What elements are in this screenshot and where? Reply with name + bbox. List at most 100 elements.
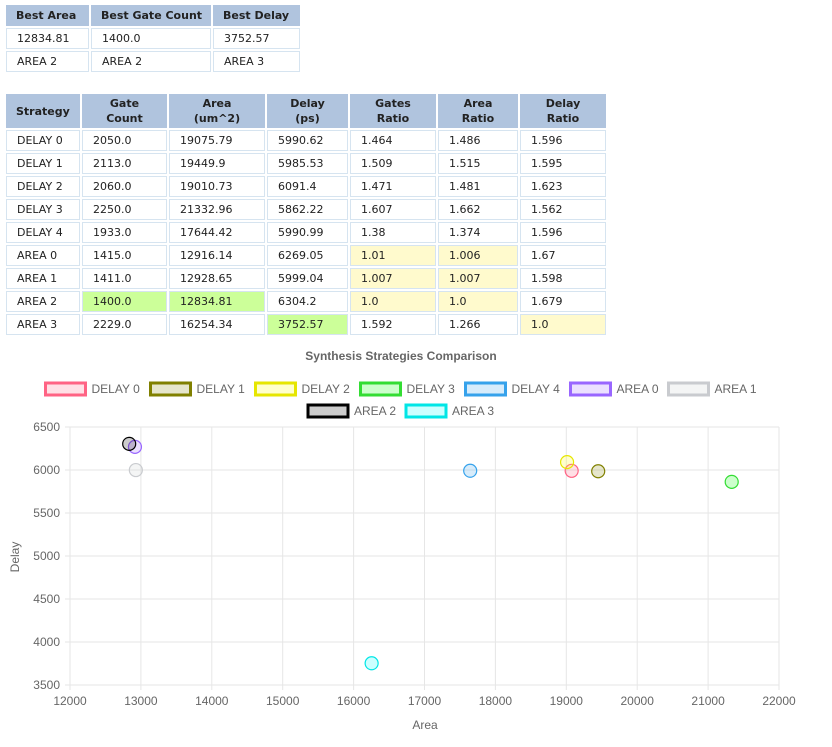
table-cell: 1.266 <box>438 314 518 335</box>
header-gate-count: Gate Count <box>82 94 167 128</box>
legend-item[interactable]: DELAY 0 <box>44 381 141 397</box>
header-text-line: Delay <box>290 97 325 110</box>
legend-label: AREA 2 <box>354 404 396 418</box>
table-cell: 21332.96 <box>169 199 265 220</box>
table-cell: 3752.57 <box>267 314 348 335</box>
table-cell: 12928.65 <box>169 268 265 289</box>
data-point[interactable] <box>724 474 739 489</box>
legend-swatch <box>464 381 507 397</box>
table-cell: 12916.14 <box>169 245 265 266</box>
table-cell: 5985.53 <box>267 153 348 174</box>
strategy-name-cell: AREA 3 <box>6 314 80 335</box>
data-point[interactable] <box>564 463 579 478</box>
table-cell: 1933.0 <box>82 222 167 243</box>
summary-cell: AREA 3 <box>213 51 300 72</box>
data-point[interactable] <box>591 464 606 479</box>
legend-label: DELAY 0 <box>92 382 141 396</box>
chart-grid <box>65 426 780 690</box>
legend-item[interactable]: AREA 3 <box>404 403 494 419</box>
x-tick-label: 17000 <box>408 694 442 708</box>
table-cell: 16254.34 <box>169 314 265 335</box>
data-point[interactable] <box>463 463 478 478</box>
strategy-name-cell: DELAY 1 <box>6 153 80 174</box>
table-cell: 1.0 <box>520 314 606 335</box>
legend-label: AREA 3 <box>452 404 494 418</box>
header-text-line: (ps) <box>295 112 320 125</box>
table-cell: 1411.0 <box>82 268 167 289</box>
table-cell: 1.592 <box>350 314 436 335</box>
data-point[interactable] <box>128 462 143 478</box>
summary-cell: AREA 2 <box>6 51 89 72</box>
y-tick-label: 5000 <box>33 549 60 563</box>
x-tick-label: 21000 <box>691 694 725 708</box>
table-row: DELAY 3 2250.0 21332.96 5862.22 1.607 1.662 1.… <box>6 199 606 220</box>
summary-cell: 1400.0 <box>91 28 211 49</box>
table-cell: 12834.81 <box>169 291 265 312</box>
legend-swatch <box>667 381 710 397</box>
table-cell: 1.486 <box>438 130 518 151</box>
chart-title: Synthesis Strategies Comparison <box>305 349 496 363</box>
y-axis-label: Delay <box>8 542 22 573</box>
header-text-line: Strategy <box>16 104 70 118</box>
table-cell: 5990.62 <box>267 130 348 151</box>
chart-axes: 12000 13000 14000 15000 16000 17000 18000 19000… <box>33 420 796 708</box>
summary-row-strategies: AREA 2 AREA 2 AREA 3 <box>6 51 300 72</box>
table-row: AREA 2 1400.0 12834.81 6304.2 1.0 1.0 1.679 <box>6 291 606 312</box>
table-cell: 1.007 <box>350 268 436 289</box>
data-point[interactable] <box>559 455 575 470</box>
legend-item[interactable]: DELAY 3 <box>359 381 456 397</box>
header-text-line: Ratio <box>461 112 495 125</box>
table-cell: 2250.0 <box>82 199 167 220</box>
table-cell: 5999.04 <box>267 268 348 289</box>
legend-label: DELAY 4 <box>512 382 561 396</box>
legend-item[interactable]: AREA 2 <box>306 403 396 419</box>
legend-label: DELAY 3 <box>407 382 456 396</box>
legend-item[interactable]: AREA 0 <box>569 381 659 397</box>
x-tick-label: 22000 <box>762 694 796 708</box>
y-tick-label: 6000 <box>33 463 60 477</box>
data-point[interactable] <box>122 436 137 451</box>
legend-item[interactable]: AREA 1 <box>667 381 757 397</box>
table-row: AREA 0 1415.0 12916.14 6269.05 1.01 1.006 1.67 <box>6 245 606 266</box>
data-point[interactable] <box>364 656 379 671</box>
header-gates-ratio: Gates Ratio <box>350 94 436 128</box>
table-cell: 19075.79 <box>169 130 265 151</box>
table-row: DELAY 1 2113.0 19449.9 5985.53 1.509 1.515 1.5… <box>6 153 606 174</box>
legend-item[interactable]: DELAY 2 <box>254 381 351 397</box>
header-text-line: Delay <box>545 97 581 110</box>
x-tick-label: 13000 <box>124 694 158 708</box>
table-cell: 1.471 <box>350 176 436 197</box>
header-delay-ratio: Delay Ratio <box>520 94 606 128</box>
x-tick-label: 18000 <box>479 694 513 708</box>
table-row: DELAY 0 2050.0 19075.79 5990.62 1.464 1.486 1.… <box>6 130 606 151</box>
legend-item[interactable]: DELAY 4 <box>464 381 561 397</box>
strategy-header-row: Strategy Gate Count Area (um^2) Delay (ps) … <box>6 94 606 128</box>
chart-points <box>122 436 739 671</box>
strategy-name-cell: DELAY 0 <box>6 130 80 151</box>
strategy-table: Strategy Gate Count Area (um^2) Delay (ps) … <box>4 92 608 337</box>
table-row: DELAY 4 1933.0 17644.42 5990.99 1.38 1.374 1.5… <box>6 222 606 243</box>
legend-swatch <box>254 381 297 397</box>
legend-label: AREA 1 <box>715 382 757 396</box>
legend-label: DELAY 1 <box>197 382 246 396</box>
legend-swatch <box>44 381 87 397</box>
table-cell: 1.0 <box>438 291 518 312</box>
table-cell: 1.515 <box>438 153 518 174</box>
legend-swatch <box>149 381 192 397</box>
header-text-line: (um^2) <box>193 112 241 125</box>
strategy-name-cell: DELAY 2 <box>6 176 80 197</box>
table-cell: 2050.0 <box>82 130 167 151</box>
table-cell: 1.607 <box>350 199 436 220</box>
y-tick-label: 3500 <box>33 678 60 692</box>
legend-swatch <box>569 381 612 397</box>
header-area: Area (um^2) <box>169 94 265 128</box>
summary-header-row: Best Area Best Gate Count Best Delay <box>6 5 300 26</box>
table-cell: 19010.73 <box>169 176 265 197</box>
legend-label: DELAY 2 <box>302 382 351 396</box>
legend-item[interactable]: DELAY 1 <box>149 381 246 397</box>
table-cell: 2229.0 <box>82 314 167 335</box>
strategy-name-cell: DELAY 4 <box>6 222 80 243</box>
header-text-line: Area <box>202 97 232 110</box>
header-text-line: Gate <box>109 97 140 110</box>
summary-cell: 12834.81 <box>6 28 89 49</box>
